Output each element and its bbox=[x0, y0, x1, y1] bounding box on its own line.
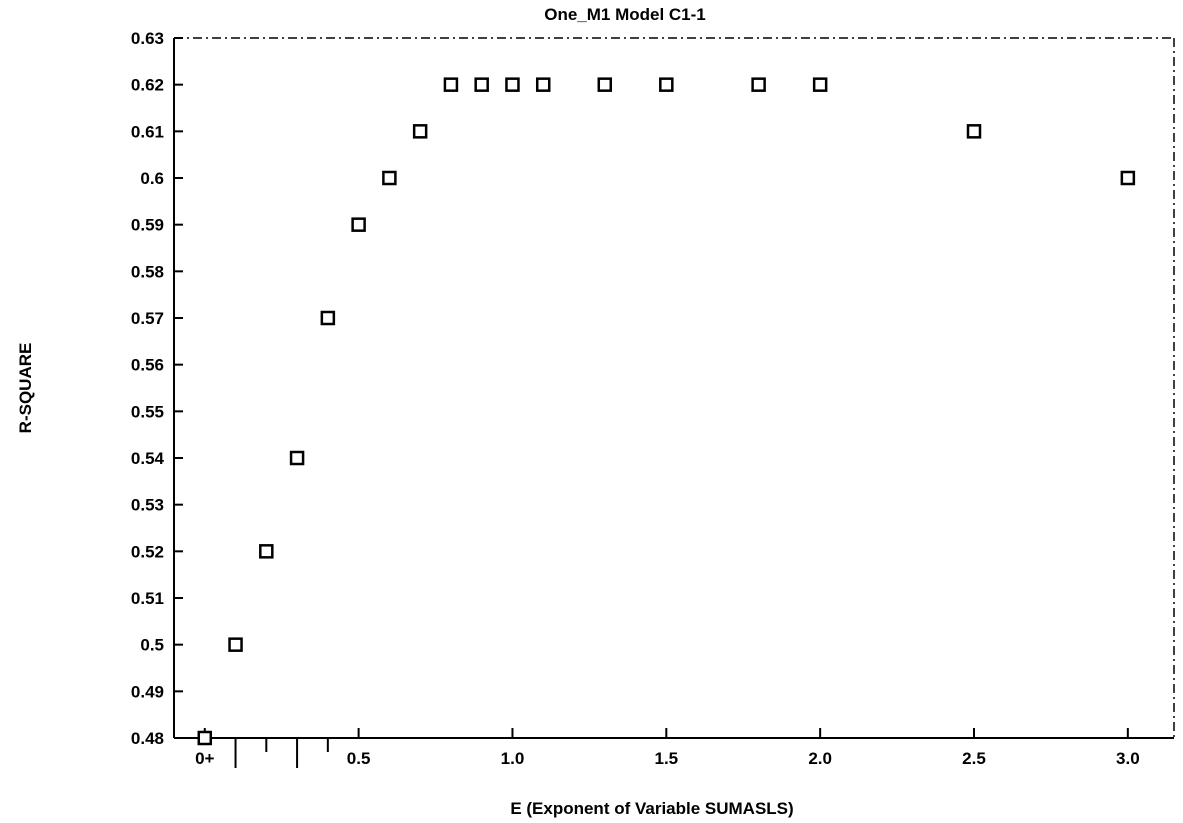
data-point-marker bbox=[259, 544, 274, 559]
data-points bbox=[197, 77, 1136, 746]
x-tick-label: 1.0 bbox=[501, 749, 525, 768]
x-tick-label: 2.0 bbox=[808, 749, 832, 768]
data-point-marker bbox=[289, 450, 305, 466]
y-tick-label: 0.51 bbox=[131, 589, 164, 608]
y-tick-label: 0.61 bbox=[131, 122, 164, 141]
data-point-marker bbox=[228, 637, 243, 652]
data-point-marker bbox=[443, 77, 459, 92]
data-point-marker bbox=[351, 217, 366, 232]
x-tick-label: 1.5 bbox=[654, 749, 678, 768]
y-axis: 0.48 0.49 0.5 0.51 0.52 0.53 0.54 0.55 0.56 0.57 0… bbox=[131, 29, 183, 748]
data-point-marker bbox=[197, 730, 213, 746]
data-point-marker bbox=[597, 77, 613, 92]
y-tick-label: 0.48 bbox=[131, 729, 164, 748]
y-tick-label: 0.54 bbox=[131, 449, 165, 468]
x-tick-label: 3.0 bbox=[1116, 749, 1140, 768]
data-point-marker bbox=[505, 77, 520, 92]
y-tick-label: 0.58 bbox=[131, 262, 164, 281]
data-point-marker bbox=[1120, 170, 1136, 186]
x-axis: 0+ 0.5 1.0 1.5 2.0 2.5 3.0 bbox=[195, 728, 1140, 768]
x-tick-label: 0.5 bbox=[347, 749, 371, 768]
y-tick-label: 0.5 bbox=[140, 636, 164, 655]
data-point-marker bbox=[474, 77, 489, 92]
y-tick-label: 0.63 bbox=[131, 29, 164, 48]
y-tick-label: 0.52 bbox=[131, 542, 164, 561]
y-tick-label: 0.57 bbox=[131, 309, 164, 328]
data-point-marker bbox=[320, 310, 336, 326]
y-tick-label: 0.53 bbox=[131, 496, 164, 515]
y-tick-label: 0.62 bbox=[131, 76, 164, 95]
y-tick-label: 0.49 bbox=[131, 682, 164, 701]
x-tick-label: 2.5 bbox=[962, 749, 986, 768]
data-point-marker bbox=[535, 77, 551, 92]
data-point-marker bbox=[382, 170, 397, 186]
y-tick-label: 0.55 bbox=[131, 402, 164, 421]
chart-title: One_M1 Model C1-1 bbox=[544, 5, 706, 24]
data-point-marker bbox=[412, 124, 428, 139]
x-tick-label: 0+ bbox=[195, 749, 214, 768]
x-axis-label: E (Exponent of Variable SUMASLS) bbox=[510, 799, 793, 818]
plot-frame bbox=[173, 37, 1175, 739]
data-point-marker bbox=[966, 124, 982, 139]
data-point-marker bbox=[659, 77, 674, 92]
data-point-marker bbox=[751, 77, 766, 92]
data-point-marker bbox=[812, 77, 828, 92]
y-tick-label: 0.6 bbox=[140, 169, 164, 188]
y-tick-label: 0.56 bbox=[131, 356, 164, 375]
y-tick-label: 0.59 bbox=[131, 216, 164, 235]
y-axis-label: R-SQUARE bbox=[16, 343, 35, 434]
